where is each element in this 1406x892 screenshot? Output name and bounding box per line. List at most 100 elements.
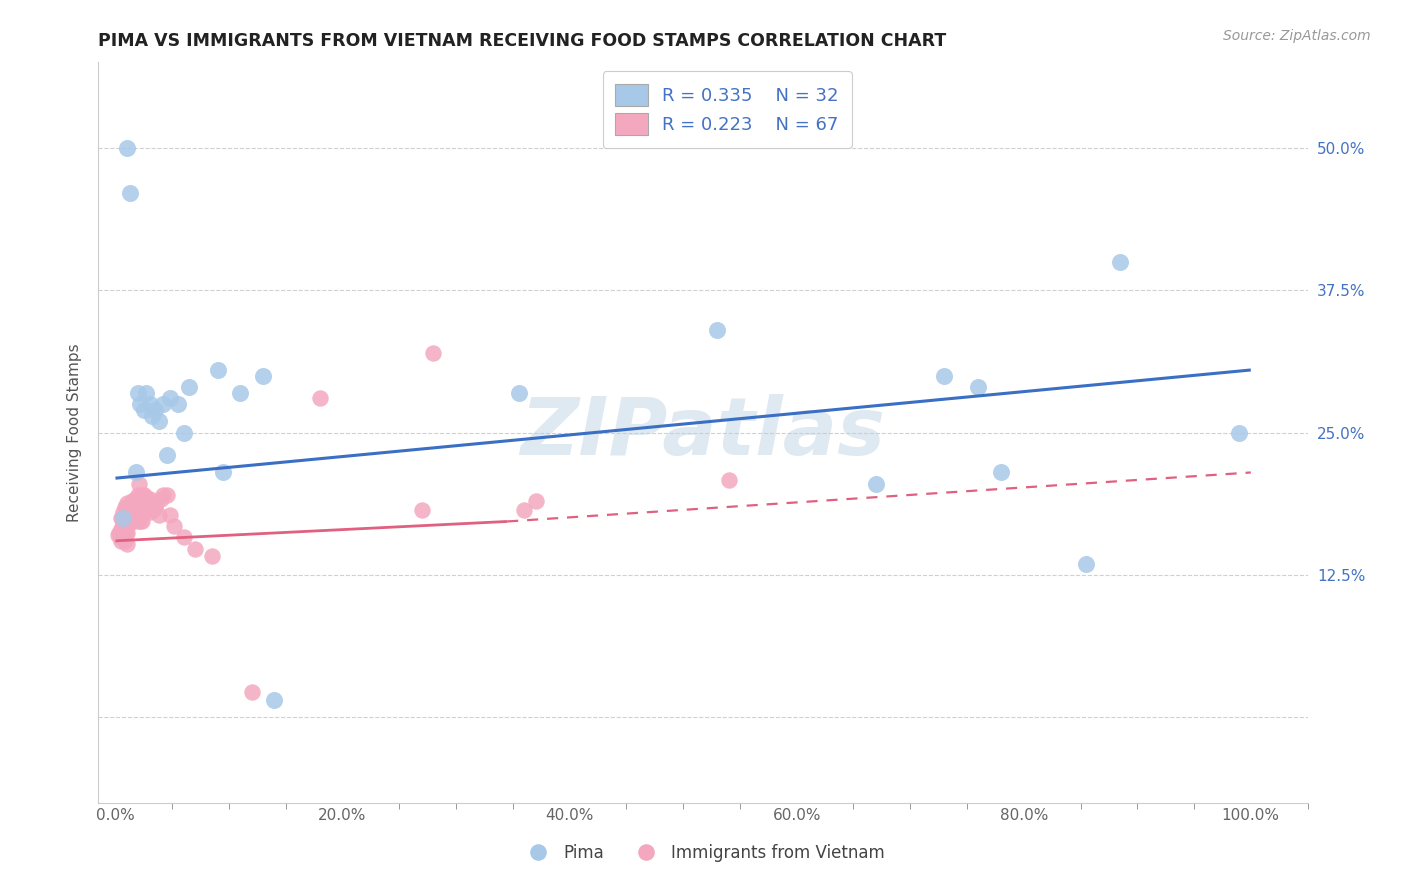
Point	[125, 466, 148, 480]
Point	[145, 496, 167, 510]
Point	[115, 525, 138, 540]
Point	[134, 496, 156, 510]
Point	[120, 496, 142, 510]
Point	[127, 515, 149, 529]
Point	[148, 414, 170, 428]
Point	[524, 494, 547, 508]
Point	[121, 494, 143, 508]
Point	[155, 449, 177, 463]
Point	[173, 530, 195, 544]
Point	[148, 508, 170, 522]
Point	[114, 525, 136, 540]
Point	[115, 537, 138, 551]
Point	[112, 528, 135, 542]
Point	[159, 508, 181, 522]
Point	[167, 397, 190, 411]
Point	[706, 323, 728, 337]
Point	[125, 503, 148, 517]
Point	[115, 516, 138, 531]
Point	[990, 466, 1012, 480]
Point	[111, 511, 134, 525]
Point	[513, 503, 536, 517]
Legend: Pima, Immigrants from Vietnam: Pima, Immigrants from Vietnam	[515, 838, 891, 869]
Point	[114, 511, 136, 525]
Point	[207, 363, 229, 377]
Point	[143, 402, 166, 417]
Point	[114, 533, 136, 548]
Point	[138, 505, 160, 519]
Point	[212, 466, 235, 480]
Text: Source: ZipAtlas.com: Source: ZipAtlas.com	[1223, 29, 1371, 43]
Text: ZIPatlas: ZIPatlas	[520, 393, 886, 472]
Point	[108, 530, 131, 544]
Point	[132, 402, 155, 417]
Point	[107, 528, 129, 542]
Point	[240, 685, 263, 699]
Point	[114, 500, 136, 514]
Point	[115, 496, 138, 510]
Point	[865, 476, 887, 491]
Point	[138, 491, 160, 506]
Point	[114, 511, 136, 525]
Point	[131, 515, 153, 529]
Point	[121, 505, 143, 519]
Point	[138, 397, 160, 411]
Point	[118, 505, 141, 519]
Point	[422, 346, 444, 360]
Point	[110, 533, 132, 548]
Point	[143, 500, 166, 514]
Point	[173, 425, 195, 440]
Point	[111, 523, 134, 537]
Point	[129, 515, 152, 529]
Point	[141, 409, 163, 423]
Point	[117, 503, 139, 517]
Point	[132, 488, 155, 502]
Point	[117, 515, 139, 529]
Point	[114, 500, 136, 514]
Point	[112, 511, 135, 525]
Point	[122, 511, 145, 525]
Point	[118, 516, 141, 531]
Point	[135, 503, 157, 517]
Point	[152, 488, 174, 502]
Point	[934, 368, 956, 383]
Point	[252, 368, 274, 383]
Point	[115, 505, 138, 519]
Point	[114, 523, 136, 537]
Point	[308, 392, 330, 406]
Point	[411, 503, 433, 517]
Y-axis label: Receiving Food Stamps: Receiving Food Stamps	[67, 343, 83, 522]
Point	[184, 541, 207, 556]
Point	[112, 516, 135, 531]
Point	[135, 385, 157, 400]
Point	[127, 488, 149, 502]
Point	[127, 385, 149, 400]
Text: PIMA VS IMMIGRANTS FROM VIETNAM RECEIVING FOOD STAMPS CORRELATION CHART: PIMA VS IMMIGRANTS FROM VIETNAM RECEIVIN…	[98, 32, 946, 50]
Point	[1076, 557, 1098, 571]
Point	[120, 503, 142, 517]
Point	[263, 693, 285, 707]
Point	[152, 397, 174, 411]
Point	[131, 488, 153, 502]
Point	[163, 519, 186, 533]
Point	[149, 491, 172, 506]
Point	[508, 385, 530, 400]
Point	[115, 141, 138, 155]
Point	[120, 515, 142, 529]
Point	[141, 496, 163, 510]
Point	[142, 503, 165, 517]
Point	[129, 397, 152, 411]
Point	[717, 474, 740, 488]
Point	[124, 491, 146, 506]
Point	[155, 488, 177, 502]
Point	[1229, 425, 1251, 440]
Point	[120, 186, 142, 201]
Point	[201, 549, 224, 563]
Point	[967, 380, 990, 394]
Point	[159, 392, 181, 406]
Point	[136, 491, 159, 506]
Point	[110, 523, 132, 537]
Point	[128, 476, 150, 491]
Point	[229, 385, 252, 400]
Point	[110, 511, 132, 525]
